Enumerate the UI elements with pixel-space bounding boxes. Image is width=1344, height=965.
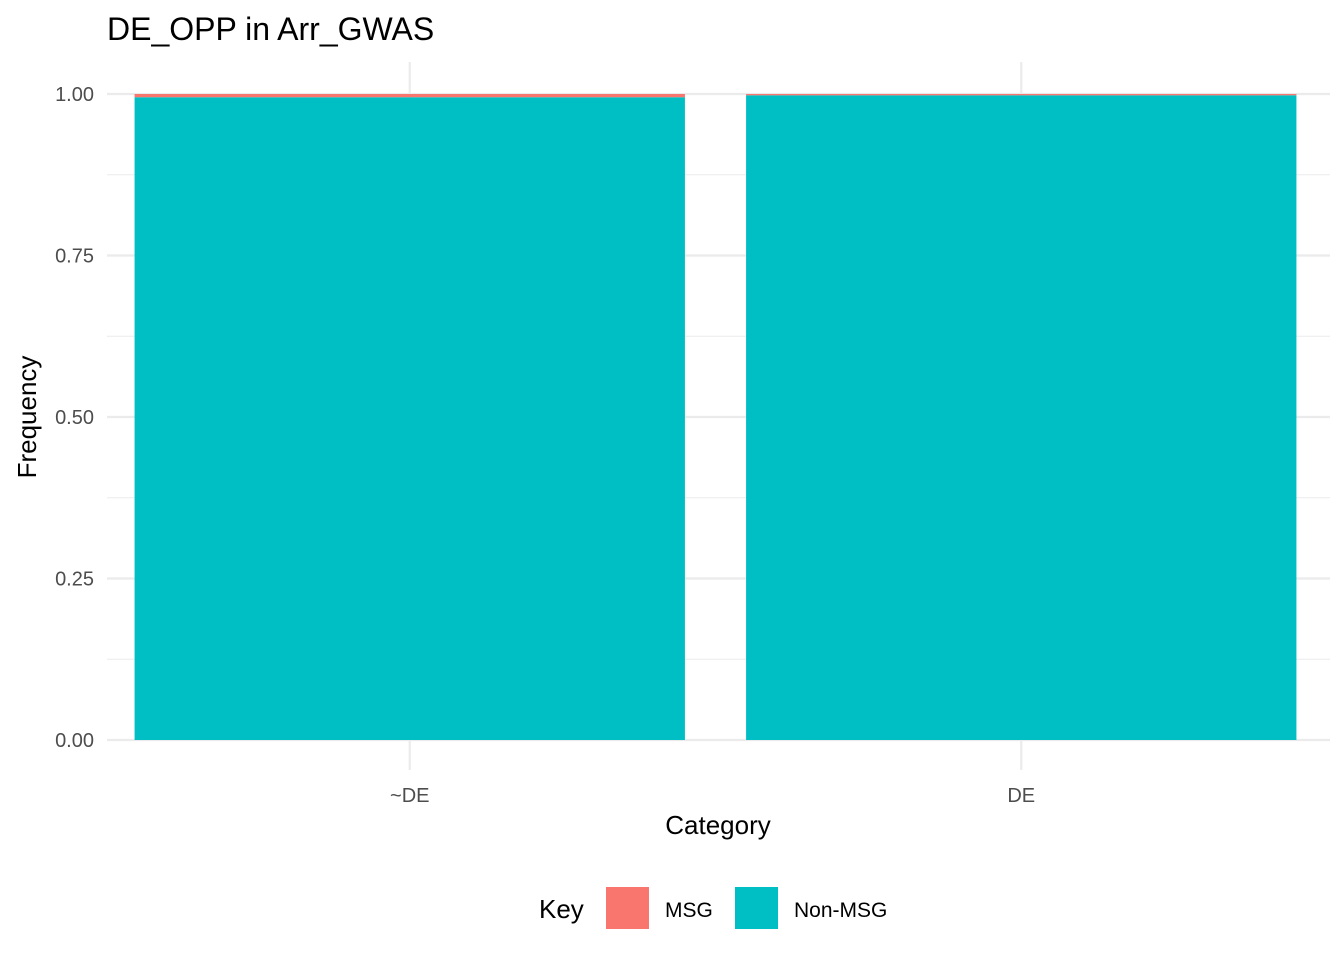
- legend-label-msg: MSG: [665, 899, 713, 922]
- chart-title: DE_OPP in Arr_GWAS: [107, 11, 434, 47]
- y-axis-ticks: 0.00 0.25 0.50 0.75 1.00: [55, 84, 94, 752]
- y-tick-label: 0.25: [55, 569, 94, 591]
- legend-key-non-msg: [735, 887, 778, 929]
- legend-items: MSG Non-MSG: [606, 887, 887, 929]
- x-tick-label: ~DE: [390, 785, 429, 807]
- y-tick-label: 0.00: [55, 730, 94, 752]
- bar-non-msg-1: [746, 95, 1297, 741]
- legend: Key MSG Non-MSG: [539, 887, 887, 929]
- bar-msg-1: [746, 94, 1297, 96]
- x-axis-ticks: ~DE DE: [390, 785, 1035, 807]
- x-axis-title: Category: [665, 810, 771, 840]
- legend-key-msg: [606, 887, 649, 929]
- legend-title: Key: [539, 894, 584, 924]
- y-tick-label: 0.50: [55, 407, 94, 429]
- x-tick-label: DE: [1007, 785, 1035, 807]
- y-tick-label: 1.00: [55, 84, 94, 106]
- y-axis-title: Frequency: [12, 356, 42, 479]
- bar-non-msg-0: [134, 97, 685, 741]
- legend-label-non-msg: Non-MSG: [794, 899, 887, 922]
- bars: [134, 94, 1297, 741]
- bar-msg-0: [134, 94, 685, 98]
- y-tick-label: 0.75: [55, 246, 94, 268]
